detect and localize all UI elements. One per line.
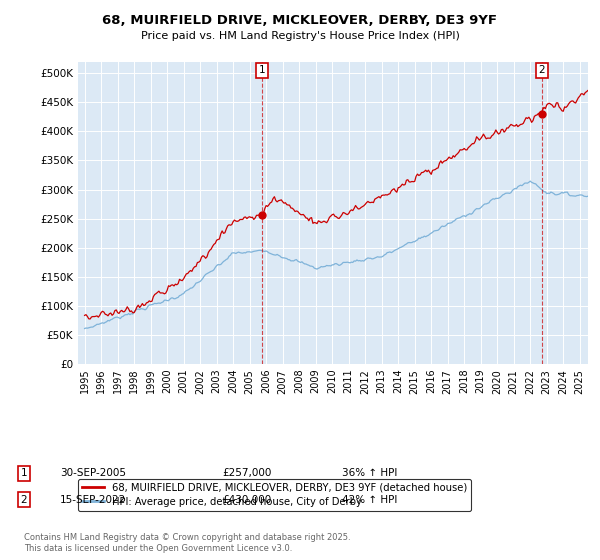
Text: 30-SEP-2005: 30-SEP-2005	[60, 468, 126, 478]
Text: £257,000: £257,000	[222, 468, 271, 478]
Text: 2: 2	[20, 494, 28, 505]
Text: 2: 2	[539, 66, 545, 76]
Text: 1: 1	[20, 468, 28, 478]
Text: 42% ↑ HPI: 42% ↑ HPI	[342, 494, 397, 505]
Legend: 68, MUIRFIELD DRIVE, MICKLEOVER, DERBY, DE3 9YF (detached house), HPI: Average p: 68, MUIRFIELD DRIVE, MICKLEOVER, DERBY, …	[78, 479, 471, 511]
Text: 15-SEP-2022: 15-SEP-2022	[60, 494, 126, 505]
Text: 68, MUIRFIELD DRIVE, MICKLEOVER, DERBY, DE3 9YF: 68, MUIRFIELD DRIVE, MICKLEOVER, DERBY, …	[103, 14, 497, 27]
Text: Price paid vs. HM Land Registry's House Price Index (HPI): Price paid vs. HM Land Registry's House …	[140, 31, 460, 41]
Text: £430,000: £430,000	[222, 494, 271, 505]
Text: 36% ↑ HPI: 36% ↑ HPI	[342, 468, 397, 478]
Text: 1: 1	[259, 66, 265, 76]
Text: Contains HM Land Registry data © Crown copyright and database right 2025.
This d: Contains HM Land Registry data © Crown c…	[24, 533, 350, 553]
